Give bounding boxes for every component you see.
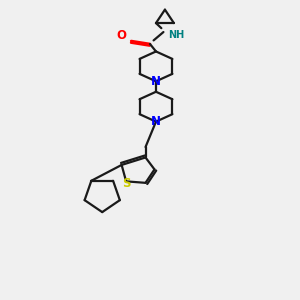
Text: O: O bbox=[117, 29, 127, 42]
Text: N: N bbox=[151, 75, 161, 88]
Text: S: S bbox=[122, 177, 130, 190]
Text: N: N bbox=[151, 115, 161, 128]
Text: NH: NH bbox=[168, 30, 184, 40]
